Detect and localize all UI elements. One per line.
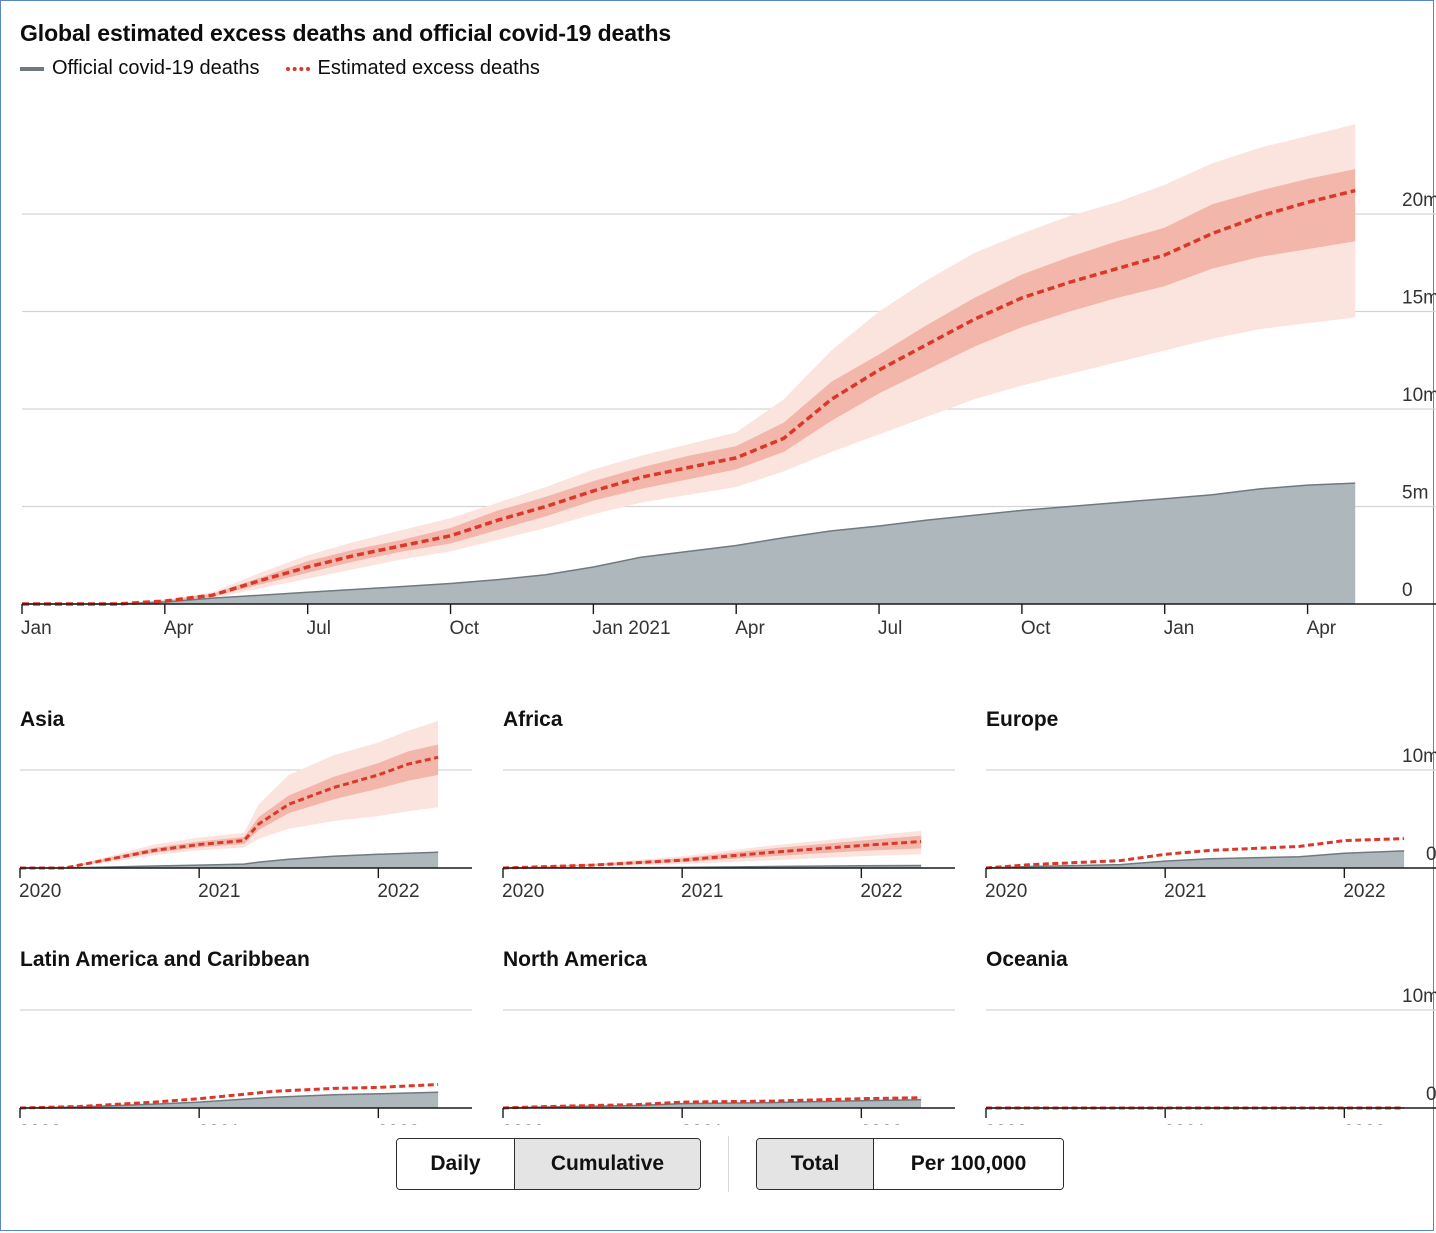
main-y-tick-label: 10m	[1402, 385, 1436, 406]
panel-3-excess-line	[985, 837, 1405, 870]
main-x-tick-label: Oct	[450, 618, 480, 639]
panel-4-x-tick-label: 2021	[198, 1122, 240, 1125]
panel-6-x-tick-label: 2021	[1164, 1122, 1206, 1125]
panel-3-x-tick-label: 2020	[985, 881, 1027, 902]
mode-toggle: Daily Cumulative	[396, 1138, 701, 1190]
panel-6-title: Oceania	[986, 948, 1068, 971]
chart-title: Global estimated excess deaths and offic…	[20, 20, 672, 46]
panel-1-x-tick-label: 2022	[377, 881, 419, 902]
panel-6-y-tick-label: 10m	[1402, 986, 1436, 1007]
legend-swatch-official	[20, 66, 44, 71]
panel-3-y-tick-label: 10m	[1402, 746, 1436, 767]
legend: Official covid-19 deaths Estimated exces…	[20, 57, 566, 80]
panel-3-y-tick-label: 0	[1426, 844, 1436, 865]
panel-6-x-tick-label: 2020	[985, 1122, 1027, 1125]
main-official-area	[22, 483, 1356, 604]
main-x-tick-label: Jul	[307, 618, 331, 639]
total-button[interactable]: Total	[757, 1139, 873, 1189]
main-band-inner	[22, 169, 1356, 604]
panel-1-excess-line	[20, 755, 439, 870]
panel-1-title: Asia	[20, 708, 65, 731]
panel-3-x-tick-label: 2022	[1343, 881, 1385, 902]
panel-3-title: Europe	[986, 708, 1058, 731]
panel-2-band-inner	[503, 835, 922, 868]
panel-5-title: North America	[503, 948, 647, 971]
panel-3-official-line	[985, 850, 1405, 869]
main-x-tick-label: Apr	[164, 618, 194, 639]
main-x-tick-label: Apr	[735, 618, 765, 639]
main-x-tick-label: Oct	[1021, 618, 1051, 639]
panel-1-x-tick-label: 2020	[19, 881, 61, 902]
cumulative-button[interactable]: Cumulative	[514, 1139, 700, 1189]
main-excess-line	[22, 188, 1356, 606]
toggle-divider	[728, 1136, 729, 1192]
panel-2-x-tick-label: 2020	[502, 881, 544, 902]
scale-toggle: Total Per 100,000	[756, 1138, 1064, 1190]
panel-3-x-tick-label: 2021	[1164, 881, 1206, 902]
panel-5-official-line	[502, 1098, 922, 1109]
panel-6-y-tick-label: 0	[1426, 1084, 1436, 1105]
panel-2-x-tick-label: 2022	[860, 881, 902, 902]
main-y-tick-label: 15m	[1402, 288, 1436, 309]
main-x-tick-label: Jan 2021	[592, 618, 670, 639]
main-y-tick-label: 20m	[1402, 190, 1436, 211]
panel-2-excess-line	[502, 840, 922, 870]
legend-swatch-excess	[285, 66, 310, 71]
panel-1-x-tick-label: 2021	[198, 881, 240, 902]
main-band-outer	[22, 124, 1356, 605]
panel-5-x-tick-label: 2021	[681, 1122, 723, 1125]
panel-4-title: Latin America and Caribbean	[20, 948, 310, 971]
panel-5-x-tick-label: 2022	[860, 1122, 902, 1125]
panel-2-x-tick-label: 2021	[681, 881, 723, 902]
legend-label-excess: Estimated excess deaths	[317, 57, 540, 79]
panel-2-title: Africa	[503, 708, 563, 731]
panel-3-official-area	[986, 850, 1405, 868]
main-x-tick-label: Jul	[878, 618, 902, 639]
panel-5-x-tick-label: 2020	[502, 1122, 544, 1125]
main-x-tick-label: Jan	[1164, 618, 1195, 639]
charts-svg: Jan Apr Jul Oct Jan 2021 Apr Jul Oct Jan Apr 0 5m 10…	[19, 124, 1436, 1125]
legend-item-excess: Estimated excess deaths	[285, 57, 540, 80]
panel-4-x-tick-label: 2020	[19, 1122, 61, 1125]
panel-4-excess-line	[19, 1083, 439, 1110]
main-y-tick-label: 0	[1402, 580, 1413, 601]
panel-1-official-line	[20, 851, 439, 869]
daily-button[interactable]: Daily	[397, 1139, 514, 1189]
main-x-tick-label: Apr	[1307, 618, 1337, 639]
view-toggles: Daily Cumulative Total Per 100,000	[396, 1136, 1064, 1192]
panel-4-x-tick-label: 2022	[377, 1122, 419, 1125]
panel-6-x-tick-label: 2022	[1343, 1122, 1385, 1125]
per-100000-button[interactable]: Per 100,000	[873, 1139, 1063, 1189]
main-y-tick-label: 5m	[1402, 483, 1428, 504]
panel-1-band-outer	[20, 721, 439, 868]
main-x-tick-label: Jan	[21, 618, 52, 639]
main-official-line	[22, 482, 1356, 605]
legend-item-official: Official covid-19 deaths	[20, 57, 260, 80]
legend-label-official: Official covid-19 deaths	[52, 57, 260, 79]
